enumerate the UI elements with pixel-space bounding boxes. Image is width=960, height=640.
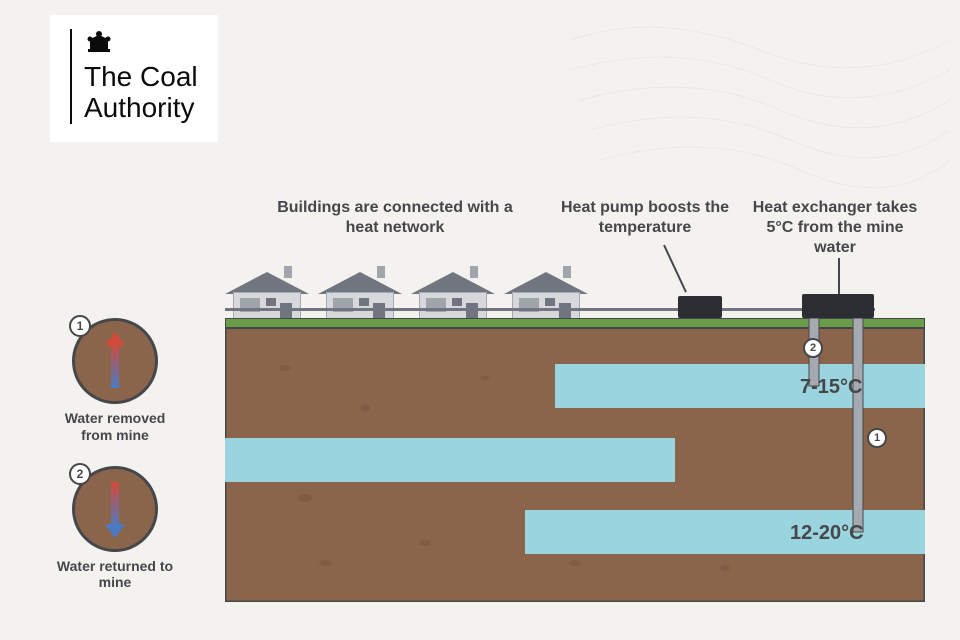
legend: 1 Water removed from mine 2 Water return… [50,318,180,613]
legend-num-1: 1 [69,315,91,337]
logo: The Coal Authority [50,15,218,142]
house [411,272,496,322]
network-pipe [225,308,875,311]
house [318,272,403,322]
legend-label-2: Water returned to mine [50,558,180,592]
pipe-badge-1: 1 [867,428,887,448]
logo-line2: Authority [84,93,198,124]
legend-label-1: Water removed from mine [50,410,180,444]
arrow-up-icon [101,330,129,392]
temp-lower: 12-20°C [790,522,864,545]
arrow-down-icon [101,478,129,540]
logo-line1: The Coal [84,62,198,93]
heat-pump [678,296,722,318]
heat-exchanger [802,294,874,318]
legend-item-2: 2 Water returned to mine [50,466,180,592]
label-pump: Heat pump boosts the temperature [555,198,735,238]
legend-num-2: 2 [69,463,91,485]
house [225,272,310,322]
crown-icon [84,29,198,60]
label-exchanger: Heat exchanger takes 5°C from the mine w… [745,198,925,258]
house [504,272,589,322]
ground-section [225,318,925,602]
pipe-badge-2: 2 [803,338,823,358]
temp-upper: 7-15°C [800,376,862,399]
label-buildings: Buildings are connected with a heat netw… [265,198,525,238]
legend-item-1: 1 Water removed from mine [50,318,180,444]
topo-bg [560,0,960,200]
